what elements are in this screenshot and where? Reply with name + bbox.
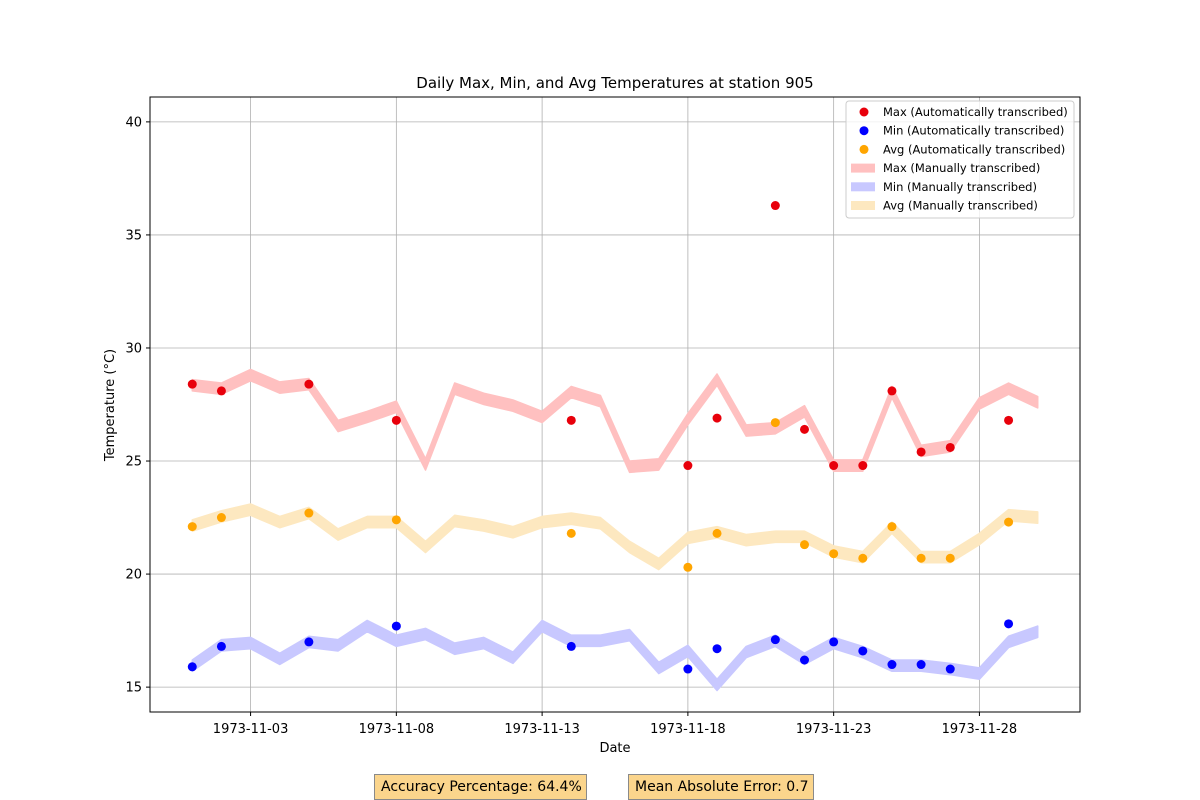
point-min-auto: [887, 660, 897, 670]
x-tick-label: 1973-11-18: [650, 722, 726, 737]
point-min-auto: [916, 660, 926, 670]
band-max-manual: [191, 368, 1039, 474]
point-avg-auto: [770, 418, 780, 428]
legend: Max (Automatically transcribed) Min (Auto…: [845, 100, 1075, 219]
point-min-auto: [1004, 619, 1014, 629]
point-max-auto: [858, 461, 868, 471]
point-avg-auto: [799, 540, 809, 550]
point-min-auto: [683, 664, 693, 674]
point-min-auto: [187, 662, 197, 672]
legend-swatch: [851, 163, 875, 173]
point-avg-auto: [683, 562, 693, 572]
point-avg-auto: [391, 515, 401, 525]
point-avg-auto: [945, 553, 955, 563]
point-min-auto: [712, 644, 722, 654]
point-avg-auto: [829, 549, 839, 559]
mae-badge: Mean Absolute Error: 0.7: [628, 774, 814, 800]
legend-swatch: [851, 201, 875, 210]
legend-label: Max (Automatically transcribed): [883, 105, 1068, 119]
point-avg-auto: [216, 513, 226, 523]
point-avg-auto: [916, 553, 926, 563]
x-tick-label: 1973-11-28: [942, 722, 1018, 737]
legend-marker: [859, 107, 869, 117]
point-avg-auto: [1004, 517, 1014, 527]
legend-label: Max (Manually transcribed): [883, 161, 1040, 175]
point-max-auto: [829, 461, 839, 471]
legend-label: Avg (Manually transcribed): [883, 199, 1038, 213]
point-max-auto: [945, 442, 955, 452]
point-max-auto: [887, 386, 897, 396]
legend-swatch: [851, 182, 875, 192]
band-avg-manual: [191, 503, 1039, 571]
point-max-auto: [391, 415, 401, 425]
point-avg-auto: [858, 553, 868, 563]
point-avg-auto: [887, 522, 897, 532]
point-avg-auto: [566, 528, 576, 538]
manual-bands: [191, 368, 1039, 692]
x-tick-label: 1973-11-23: [796, 722, 872, 737]
point-max-auto: [799, 424, 809, 434]
point-min-auto: [858, 646, 868, 656]
point-min-auto: [770, 635, 780, 645]
y-axis-label: Temperature (°C): [103, 349, 118, 462]
point-max-auto: [916, 447, 926, 457]
plot-frame: [149, 96, 1081, 713]
point-min-auto: [799, 655, 809, 665]
point-max-auto: [216, 386, 226, 396]
x-tick-label: 1973-11-13: [504, 722, 580, 737]
point-min-auto: [829, 637, 839, 647]
auto-points: [187, 201, 1014, 674]
point-avg-auto: [187, 522, 197, 532]
x-tick-label: 1973-11-08: [359, 722, 435, 737]
point-min-auto: [566, 641, 576, 651]
accuracy-badge: Accuracy Percentage: 64.4%: [374, 774, 587, 800]
point-min-auto: [216, 641, 226, 651]
point-avg-auto: [712, 528, 722, 538]
y-tick-label: 15: [125, 681, 142, 696]
y-tick-label: 20: [125, 568, 142, 583]
point-max-auto: [712, 413, 722, 423]
chart-title: Daily Max, Min, and Avg Temperatures at …: [416, 74, 813, 92]
legend-marker: [859, 144, 869, 154]
point-max-auto: [304, 379, 314, 389]
legend-label: Avg (Automatically transcribed): [883, 142, 1065, 156]
point-max-auto: [187, 379, 197, 389]
point-min-auto: [391, 621, 401, 631]
legend-marker: [859, 126, 869, 136]
point-min-auto: [945, 664, 955, 674]
legend-label: Min (Manually transcribed): [883, 180, 1037, 194]
x-tick-label: 1973-11-03: [213, 722, 289, 737]
point-avg-auto: [304, 508, 314, 518]
band-min-manual: [191, 619, 1039, 692]
legend-label: Min (Automatically transcribed): [883, 124, 1064, 138]
y-tick-label: 30: [125, 341, 142, 356]
x-axis-ticks: 1973-11-03 1973-11-08 1973-11-13 1973-11-18…: [213, 712, 1017, 737]
point-max-auto: [1004, 415, 1014, 425]
y-tick-label: 35: [125, 228, 142, 243]
point-max-auto: [566, 415, 576, 425]
legend-box: [845, 100, 1075, 219]
point-max-auto: [683, 461, 693, 471]
point-min-auto: [304, 637, 314, 647]
x-axis-label: Date: [599, 741, 630, 756]
y-axis-ticks: 15 20 25 30 35 40: [125, 115, 150, 696]
y-tick-label: 25: [125, 455, 142, 470]
y-tick-label: 40: [125, 115, 142, 130]
point-max-auto: [770, 201, 780, 211]
